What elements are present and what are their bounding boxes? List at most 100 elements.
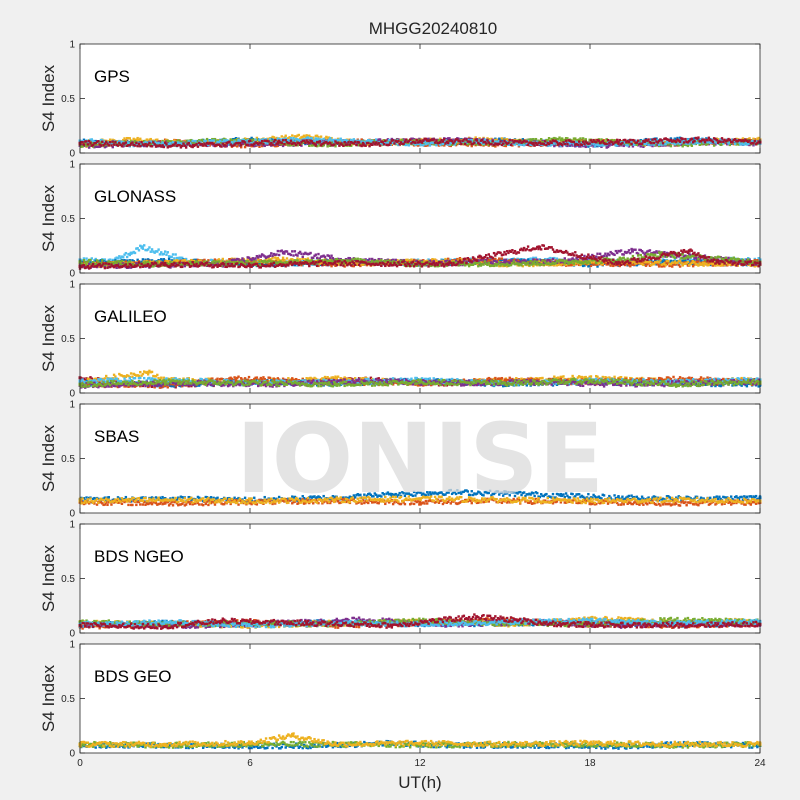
data-point: [443, 141, 446, 144]
data-point: [630, 142, 633, 146]
data-point: [248, 142, 252, 146]
data-point: [318, 140, 321, 143]
data-point: [602, 140, 606, 143]
data-point: [300, 142, 303, 146]
data-point: [186, 139, 189, 142]
panel-label: GPS: [94, 67, 130, 86]
data-point: [233, 138, 236, 142]
data-point: [207, 140, 210, 143]
data-point: [212, 139, 215, 142]
data-point: [251, 138, 255, 141]
y-axis-label: S4 Index: [39, 64, 58, 132]
data-point: [698, 143, 701, 146]
data-point: [517, 138, 521, 142]
data-point: [170, 142, 173, 146]
data-point: [256, 140, 260, 143]
data-point: [484, 143, 488, 146]
data-point: [431, 141, 434, 144]
data-point: [448, 143, 451, 146]
data-point: [502, 142, 505, 145]
data-point: [246, 140, 249, 144]
data-point: [530, 140, 534, 143]
data-point: [162, 252, 166, 256]
data-point: [460, 138, 463, 142]
data-point: [331, 140, 335, 143]
data-point: [576, 141, 580, 144]
data-point: [657, 143, 661, 146]
data-point: [509, 143, 513, 147]
data-point: [360, 138, 363, 141]
data-point: [132, 141, 135, 144]
data-point: [182, 142, 185, 145]
data-point: [545, 141, 548, 145]
data-point: [135, 141, 138, 145]
data-point: [532, 137, 535, 141]
data-point: [169, 141, 172, 145]
data-point: [605, 138, 608, 141]
data-point: [298, 137, 302, 140]
data-point: [201, 139, 205, 142]
data-point: [318, 144, 321, 147]
data-point: [606, 138, 610, 142]
data-point: [306, 136, 310, 139]
data-point: [91, 141, 95, 145]
data-point: [348, 141, 352, 145]
data-point: [122, 256, 125, 259]
data-point: [284, 134, 287, 137]
data-point: [191, 139, 194, 143]
data-point: [422, 144, 425, 147]
data-point: [405, 140, 408, 143]
data-point: [557, 142, 560, 145]
data-point: [139, 142, 142, 145]
data-point: [377, 141, 380, 145]
data-point: [676, 140, 679, 143]
data-point: [524, 142, 527, 145]
data-point: [507, 143, 510, 146]
data-point: [378, 138, 382, 141]
data-point: [457, 141, 460, 145]
data-point: [125, 141, 129, 144]
data-point: [360, 140, 363, 143]
data-point: [165, 140, 168, 143]
data-point: [661, 142, 665, 145]
data-point: [694, 142, 697, 146]
data-point: [132, 137, 135, 141]
data-point: [182, 140, 185, 143]
data-point: [212, 144, 215, 147]
data-point: [372, 143, 375, 146]
data-point: [579, 140, 582, 144]
data-point: [222, 141, 226, 145]
data-point: [487, 138, 490, 141]
data-point: [114, 140, 117, 144]
data-point: [312, 139, 315, 143]
data-point: [756, 137, 759, 140]
data-point: [484, 138, 488, 142]
data-point: [592, 142, 595, 146]
data-point: [139, 145, 142, 148]
figure-title: MHGG20240810: [369, 19, 498, 38]
data-point: [707, 136, 711, 139]
data-point: [695, 140, 699, 143]
data-point: [363, 140, 366, 144]
data-point: [293, 139, 297, 142]
data-point: [384, 141, 387, 144]
data-point: [105, 145, 108, 148]
data-point: [562, 139, 565, 143]
data-point: [112, 143, 116, 146]
data-point: [347, 140, 350, 144]
data-point: [97, 143, 100, 146]
data-point: [647, 143, 650, 147]
data-point: [546, 139, 549, 142]
data-point: [243, 142, 247, 146]
data-point: [457, 137, 460, 141]
data-point: [285, 139, 289, 142]
data-point: [85, 140, 88, 143]
data-point: [441, 142, 445, 146]
data-point: [686, 143, 690, 146]
data-point: [243, 141, 247, 144]
data-point: [327, 136, 331, 139]
data-point: [650, 138, 653, 141]
data-point: [531, 141, 535, 145]
